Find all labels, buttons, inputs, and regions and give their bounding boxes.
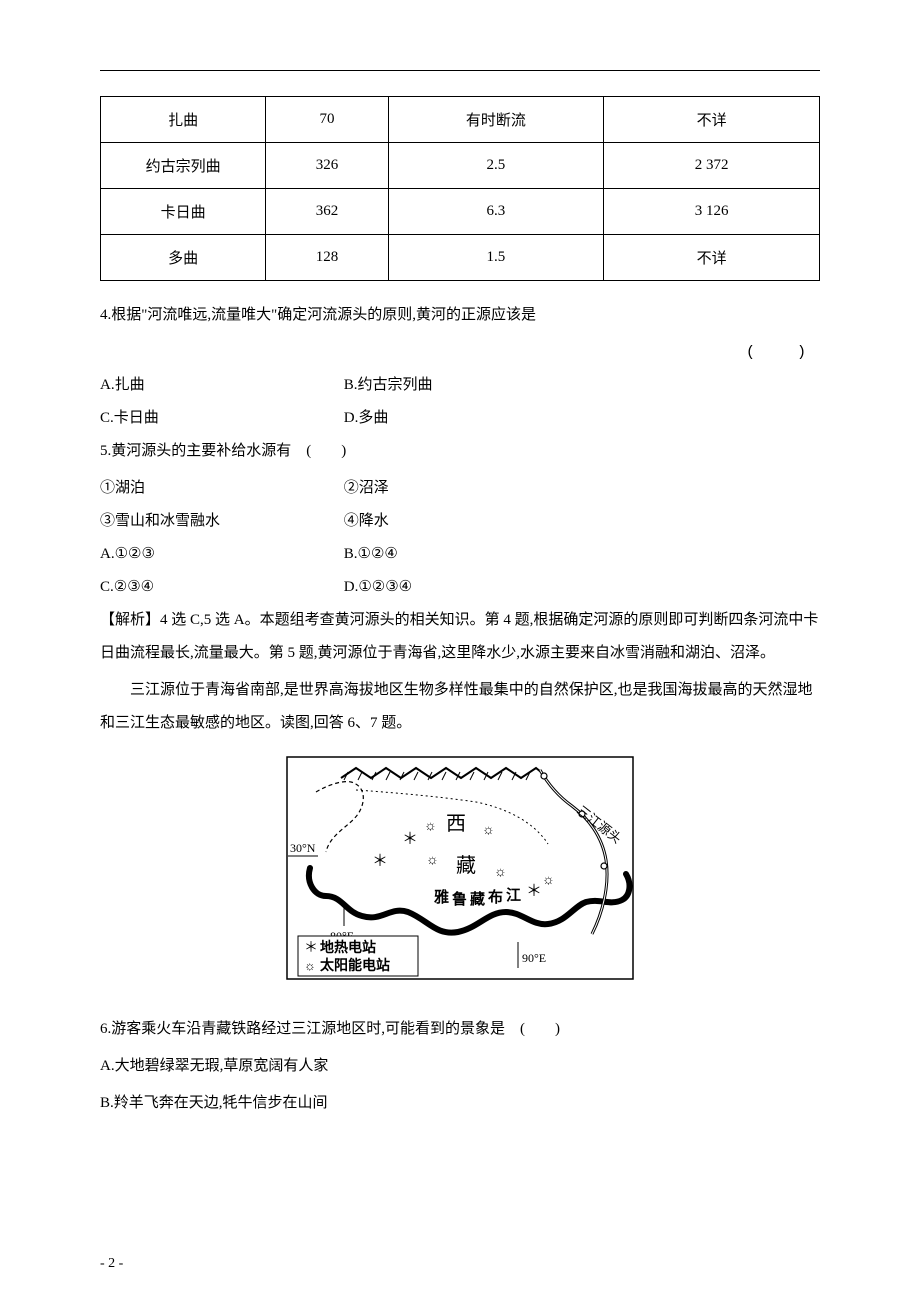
svg-text:布: 布 (488, 888, 503, 906)
q4-options-row2: C.卡日曲 D.多曲 (100, 402, 820, 435)
cell: 多曲 (101, 235, 266, 281)
q4-option-d: D.多曲 (344, 402, 389, 435)
top-divider (100, 70, 820, 71)
table-row: 约古宗列曲 326 2.5 2 372 (101, 143, 820, 189)
q4-blank-paren: ( ) (100, 336, 820, 369)
cell: 2 372 (604, 143, 820, 189)
q5-option-b: B.①②④ (344, 538, 398, 571)
q5-item3: ③雪山和冰雪融水 (100, 505, 340, 538)
svg-text:＊: ＊ (402, 831, 418, 848)
q5-options-row2: C.②③④ D.①②③④ (100, 571, 820, 604)
q5-item1: ①湖泊 (100, 472, 340, 505)
cell: 卡日曲 (101, 189, 266, 235)
cell: 1.5 (388, 235, 604, 281)
svg-text:☼: ☼ (482, 823, 495, 838)
svg-text:☼: ☼ (494, 865, 507, 880)
q5-options-row1: A.①②③ B.①②④ (100, 538, 820, 571)
svg-text:鲁: 鲁 (452, 890, 467, 908)
legend2-symbol: ☼ (304, 958, 316, 973)
cell: 不详 (604, 235, 820, 281)
cell: 70 (266, 97, 388, 143)
q6-stem: 6.游客乘火车沿青藏铁路经过三江源地区时,可能看到的景象是 ( ) (100, 1013, 820, 1046)
q4-stem: 4.根据"河流唯远,流量唯大"确定河流源头的原则,黄河的正源应该是 (100, 299, 820, 332)
svg-text:江: 江 (506, 886, 521, 904)
q5-item2: ②沼泽 (344, 472, 389, 505)
q5-option-d: D.①②③④ (344, 571, 412, 604)
svg-text:☼: ☼ (426, 853, 439, 868)
page-number: - 2 - (100, 1256, 123, 1272)
table-row: 扎曲 70 有时断流 不详 (101, 97, 820, 143)
q5-option-a: A.①②③ (100, 538, 340, 571)
svg-text:☼: ☼ (424, 819, 437, 834)
table-row: 多曲 128 1.5 不详 (101, 235, 820, 281)
legend2-text: 太阳能电站 (320, 957, 390, 974)
lat-label: 30°N (290, 841, 316, 855)
source-rivers-table: 扎曲 70 有时断流 不详 约古宗列曲 326 2.5 2 372 卡日曲 36… (100, 96, 820, 281)
svg-text:＊: ＊ (526, 883, 542, 900)
map-svg: 雅 鲁 藏 布 江 西 藏 三江源头 30°N 80°E 90°E ＊ ＊ ＊ … (286, 756, 634, 980)
q4-option-b: B.约古宗列曲 (344, 369, 433, 402)
legend1-symbol: ＊ (304, 941, 318, 956)
cell: 3 126 (604, 189, 820, 235)
cell: 326 (266, 143, 388, 189)
q5-option-c: C.②③④ (100, 571, 340, 604)
svg-text:☼: ☼ (542, 873, 555, 888)
svg-text:＊: ＊ (372, 853, 388, 870)
cell: 128 (266, 235, 388, 281)
map-label-zang: 藏 (456, 854, 476, 877)
q5-stem: 5.黄河源头的主要补给水源有 ( ) (100, 435, 820, 468)
analysis-text: 【解析】4 选 C,5 选 A。本题组考查黄河源头的相关知识。第 4 题,根据确… (100, 604, 820, 670)
cell: 扎曲 (101, 97, 266, 143)
q5-items-row2: ③雪山和冰雪融水 ④降水 (100, 505, 820, 538)
cell: 362 (266, 189, 388, 235)
q4-option-c: C.卡日曲 (100, 402, 340, 435)
q4-options-row1: A.扎曲 B.约古宗列曲 (100, 369, 820, 402)
q6-option-b: B.羚羊飞奔在天边,牦牛信步在山间 (100, 1087, 820, 1120)
cell: 约古宗列曲 (101, 143, 266, 189)
q5-item4: ④降水 (344, 505, 389, 538)
map-label-xi: 西 (446, 813, 466, 835)
cell: 6.3 (388, 189, 604, 235)
q4-option-a: A.扎曲 (100, 369, 340, 402)
cell: 2.5 (388, 143, 604, 189)
q6-option-a: A.大地碧绿翠无瑕,草原宽阔有人家 (100, 1050, 820, 1083)
map-figure: 雅 鲁 藏 布 江 西 藏 三江源头 30°N 80°E 90°E ＊ ＊ ＊ … (100, 756, 820, 985)
q5-items-row1: ①湖泊 ②沼泽 (100, 472, 820, 505)
legend1-text: 地热电站 (320, 939, 376, 956)
table-row: 卡日曲 362 6.3 3 126 (101, 189, 820, 235)
cell: 有时断流 (388, 97, 604, 143)
river-label: 雅 (433, 888, 449, 906)
lon-90-label: 90°E (522, 951, 546, 965)
context-text: 三江源位于青海省南部,是世界高海拔地区生物多样性最集中的自然保护区,也是我国海拔… (100, 674, 820, 740)
cell: 不详 (604, 97, 820, 143)
svg-text:藏: 藏 (470, 890, 485, 908)
